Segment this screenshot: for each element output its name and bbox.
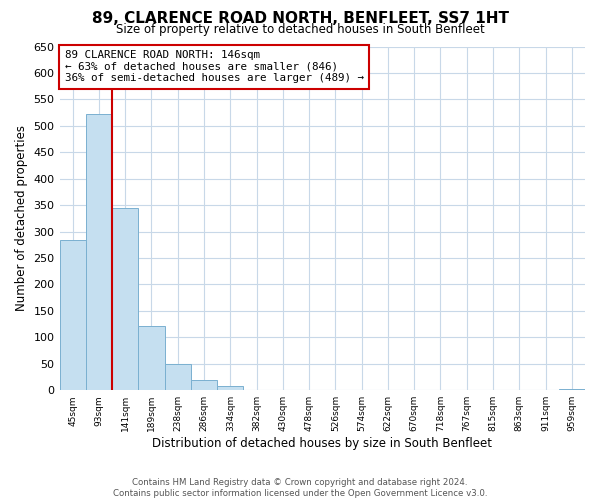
Text: 89 CLARENCE ROAD NORTH: 146sqm
← 63% of detached houses are smaller (846)
36% of: 89 CLARENCE ROAD NORTH: 146sqm ← 63% of … [65, 50, 364, 83]
Text: Size of property relative to detached houses in South Benfleet: Size of property relative to detached ho… [116, 22, 484, 36]
Bar [559, 388, 585, 390]
Bar [112, 208, 139, 390]
Bar [164, 364, 191, 390]
Bar [86, 114, 112, 390]
Bar [139, 326, 164, 390]
Text: 89, CLARENCE ROAD NORTH, BENFLEET, SS7 1HT: 89, CLARENCE ROAD NORTH, BENFLEET, SS7 1… [91, 11, 509, 26]
Bar [217, 386, 244, 390]
X-axis label: Distribution of detached houses by size in South Benfleet: Distribution of detached houses by size … [152, 437, 492, 450]
Bar [59, 240, 86, 390]
Bar [191, 380, 217, 390]
Y-axis label: Number of detached properties: Number of detached properties [15, 126, 28, 312]
Text: Contains HM Land Registry data © Crown copyright and database right 2024.
Contai: Contains HM Land Registry data © Crown c… [113, 478, 487, 498]
